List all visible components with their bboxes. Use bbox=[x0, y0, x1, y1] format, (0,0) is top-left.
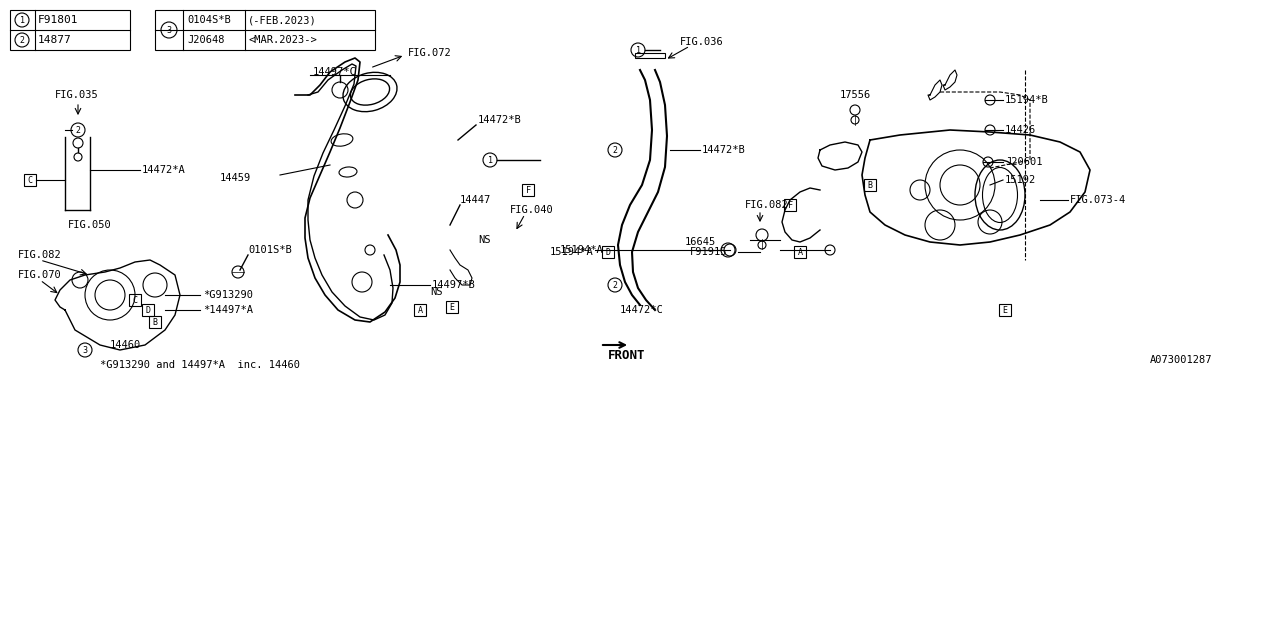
Text: <MAR.2023->: <MAR.2023-> bbox=[248, 35, 316, 45]
Text: C: C bbox=[27, 175, 32, 184]
Bar bbox=[129, 294, 141, 306]
Text: 15194*A: 15194*A bbox=[550, 247, 594, 257]
Text: FRONT: FRONT bbox=[608, 349, 645, 362]
Text: (-FEB.2023): (-FEB.2023) bbox=[248, 15, 316, 25]
Bar bbox=[445, 301, 458, 313]
Text: 3: 3 bbox=[166, 26, 172, 35]
Text: 16645: 16645 bbox=[685, 237, 717, 247]
Text: FIG.082: FIG.082 bbox=[18, 250, 61, 260]
Bar bbox=[155, 10, 375, 50]
Bar bbox=[522, 184, 534, 196]
Text: 2: 2 bbox=[613, 145, 617, 154]
Text: 0104S*B: 0104S*B bbox=[187, 15, 230, 25]
Bar bbox=[785, 199, 796, 211]
Text: F: F bbox=[787, 200, 792, 209]
Bar bbox=[998, 304, 1011, 316]
Text: 14472*A: 14472*A bbox=[142, 165, 186, 175]
Text: A073001287: A073001287 bbox=[1149, 355, 1212, 365]
Text: D: D bbox=[146, 305, 151, 314]
Bar bbox=[24, 174, 36, 186]
Text: 14472*B: 14472*B bbox=[701, 145, 746, 155]
Text: 2: 2 bbox=[19, 35, 24, 45]
Text: A: A bbox=[797, 248, 803, 257]
Text: J20648: J20648 bbox=[187, 35, 224, 45]
Text: F91801: F91801 bbox=[38, 15, 78, 25]
Text: 14472*C: 14472*C bbox=[620, 305, 664, 315]
Bar bbox=[142, 304, 154, 316]
Text: 1: 1 bbox=[19, 15, 24, 24]
Bar bbox=[10, 10, 131, 50]
Text: NS: NS bbox=[477, 235, 490, 245]
Text: 14447: 14447 bbox=[460, 195, 492, 205]
Text: 14472*B: 14472*B bbox=[477, 115, 522, 125]
Text: *G913290 and 14497*A  inc. 14460: *G913290 and 14497*A inc. 14460 bbox=[100, 360, 300, 370]
Text: 14877: 14877 bbox=[38, 35, 72, 45]
Bar bbox=[602, 246, 614, 258]
Text: FIG.072: FIG.072 bbox=[408, 48, 452, 58]
Text: 2: 2 bbox=[613, 280, 617, 289]
Text: FIG.070: FIG.070 bbox=[18, 270, 61, 280]
Text: 14459: 14459 bbox=[220, 173, 251, 183]
Text: 14426: 14426 bbox=[1005, 125, 1037, 135]
Text: 14497*B: 14497*B bbox=[433, 280, 476, 290]
Text: E: E bbox=[1002, 305, 1007, 314]
Text: F: F bbox=[526, 186, 530, 195]
Text: *14497*A: *14497*A bbox=[204, 305, 253, 315]
Text: A: A bbox=[417, 305, 422, 314]
Text: FIG.036: FIG.036 bbox=[680, 37, 723, 47]
Text: FIG.050: FIG.050 bbox=[68, 220, 111, 230]
Text: E: E bbox=[449, 303, 454, 312]
Text: J20601: J20601 bbox=[1005, 157, 1042, 167]
Text: D: D bbox=[605, 248, 611, 257]
Text: F91915: F91915 bbox=[690, 247, 727, 257]
Text: FIG.035: FIG.035 bbox=[55, 90, 99, 100]
Bar bbox=[413, 304, 426, 316]
Text: *G913290: *G913290 bbox=[204, 290, 253, 300]
Text: 3: 3 bbox=[82, 346, 87, 355]
Text: FIG.073-4: FIG.073-4 bbox=[1070, 195, 1126, 205]
Text: C: C bbox=[133, 296, 137, 305]
Text: B: B bbox=[868, 180, 873, 189]
Text: B: B bbox=[152, 317, 157, 326]
Text: NS: NS bbox=[430, 287, 443, 297]
Text: 1: 1 bbox=[635, 45, 640, 54]
Bar bbox=[635, 53, 666, 58]
Text: 17556: 17556 bbox=[840, 90, 872, 100]
Text: 2: 2 bbox=[76, 125, 81, 134]
Text: FIG.082: FIG.082 bbox=[745, 200, 788, 210]
Text: 15194*A: 15194*A bbox=[561, 245, 604, 255]
Text: FIG.040: FIG.040 bbox=[509, 205, 554, 215]
Text: 1: 1 bbox=[488, 156, 493, 164]
Text: 14497*C: 14497*C bbox=[314, 67, 357, 77]
Text: 15194*B: 15194*B bbox=[1005, 95, 1048, 105]
Text: 14460: 14460 bbox=[110, 340, 141, 350]
Bar bbox=[794, 246, 806, 258]
Bar bbox=[148, 316, 161, 328]
Text: 15192: 15192 bbox=[1005, 175, 1037, 185]
Bar bbox=[864, 179, 876, 191]
Text: 0101S*B: 0101S*B bbox=[248, 245, 292, 255]
